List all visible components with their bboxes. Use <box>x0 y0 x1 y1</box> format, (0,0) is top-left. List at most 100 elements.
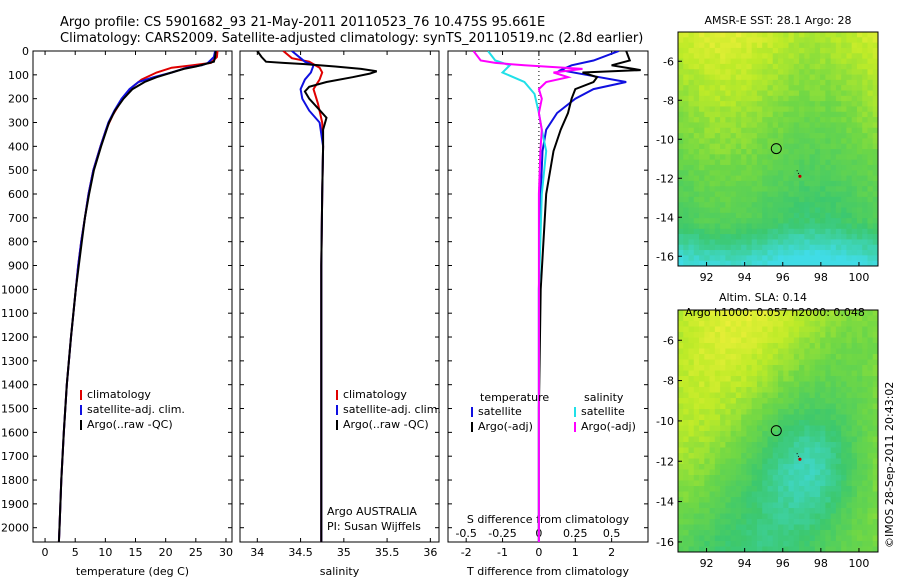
heatmap-cell <box>751 387 758 393</box>
heatmap-cell <box>714 218 721 224</box>
heatmap-cell <box>851 207 858 214</box>
heatmap-cell <box>693 519 700 525</box>
heatmap-cell <box>862 431 868 437</box>
heatmap-cell <box>693 202 700 208</box>
heatmap-cell <box>725 255 732 262</box>
heatmap-cell <box>820 42 826 49</box>
heatmap-cell <box>825 196 832 203</box>
heatmap-cell <box>778 513 784 520</box>
heatmap-cell <box>720 191 726 198</box>
heatmap-cell <box>693 524 700 531</box>
heatmap-cell <box>699 486 705 492</box>
heatmap-cell <box>788 164 795 171</box>
heatmap-cell <box>746 447 753 454</box>
heatmap-cell <box>820 244 826 251</box>
heatmap-cell <box>809 480 816 487</box>
heatmap-cell <box>730 255 737 262</box>
heatmap-cell <box>809 122 816 129</box>
heatmap-cell <box>830 420 837 426</box>
heatmap-cell <box>851 392 858 399</box>
heatmap-cell <box>793 234 800 240</box>
heatmap-cell <box>851 359 858 366</box>
heatmap-cell <box>862 409 868 415</box>
heatmap-cell <box>846 436 853 443</box>
x-tick-label: 34.5 <box>288 546 313 559</box>
heatmap-cell <box>704 442 710 448</box>
heatmap-cell <box>746 42 753 49</box>
heatmap-cell <box>841 260 847 267</box>
heatmap-cell <box>825 138 832 145</box>
heatmap-cell <box>704 196 710 203</box>
heatmap-cell <box>746 180 753 187</box>
heatmap-cell <box>872 486 879 492</box>
heatmap-cell <box>730 464 737 470</box>
heatmap-cell <box>846 255 853 262</box>
heatmap-cell <box>762 453 768 459</box>
heatmap-cell <box>720 343 726 349</box>
heatmap-cell <box>804 117 810 123</box>
heatmap-cell <box>725 546 732 553</box>
heatmap-cell <box>788 53 795 59</box>
heatmap-cell <box>699 425 705 432</box>
heatmap-cell <box>820 480 826 487</box>
heatmap-cell <box>767 321 774 327</box>
heatmap-cell <box>741 138 747 145</box>
heatmap-cell <box>730 480 737 487</box>
heatmap-cell <box>762 223 768 230</box>
heatmap-cell <box>820 343 826 349</box>
heatmap-cell <box>820 513 826 520</box>
heatmap-cell <box>862 202 868 208</box>
heatmap-cell <box>730 122 737 129</box>
heatmap-cell <box>804 133 810 139</box>
heatmap-cell <box>683 106 689 113</box>
heatmap-cell <box>793 332 800 338</box>
heatmap-cell <box>683 127 689 134</box>
heatmap-cell <box>709 420 716 426</box>
heatmap-cell <box>725 175 732 182</box>
heatmap-cell <box>704 513 710 520</box>
heatmap-cell <box>814 106 821 113</box>
heatmap-cell <box>846 392 853 399</box>
x-top-tick-label: -0.25 <box>488 527 516 540</box>
heatmap-cell <box>683 497 689 503</box>
heatmap-cell <box>825 191 832 198</box>
heatmap-cell <box>741 332 747 338</box>
heatmap-cell <box>825 519 832 525</box>
heatmap-cell <box>851 170 858 176</box>
heatmap-cell <box>756 392 763 399</box>
heatmap-cell <box>783 431 789 437</box>
heatmap-cell <box>741 244 747 251</box>
heatmap-cell <box>678 154 684 161</box>
heatmap-cell <box>793 343 800 349</box>
heatmap-cell <box>688 365 695 371</box>
heatmap-cell <box>714 63 721 70</box>
heatmap-cell <box>741 186 747 192</box>
heatmap-cell <box>730 138 737 145</box>
heatmap-cell <box>751 376 758 382</box>
heatmap-cell <box>735 260 742 267</box>
heatmap-cell <box>804 191 810 198</box>
heatmap-cell <box>788 149 795 155</box>
heatmap-cell <box>725 359 732 366</box>
heatmap-cell <box>699 365 705 371</box>
heatmap-cell <box>867 447 874 454</box>
heatmap-cell <box>783 170 789 176</box>
heatmap-cell <box>751 111 758 118</box>
heatmap-cell <box>762 409 768 415</box>
heatmap-cell <box>730 79 737 86</box>
heatmap-cell <box>809 535 816 542</box>
heatmap-cell <box>872 310 879 316</box>
heatmap-cell <box>735 244 742 251</box>
heatmap-cell <box>825 90 832 97</box>
heatmap-cell <box>751 218 758 224</box>
heatmap-cell <box>756 475 763 481</box>
heatmap-cell <box>762 524 768 531</box>
heatmap-cell <box>704 149 710 155</box>
heatmap-cell <box>804 175 810 182</box>
heatmap-cell <box>862 37 868 44</box>
heatmap-cell <box>746 228 753 235</box>
heatmap-cell <box>751 486 758 492</box>
heatmap-cell <box>688 196 695 203</box>
heatmap-cell <box>783 127 789 134</box>
heatmap-cell <box>762 337 768 344</box>
